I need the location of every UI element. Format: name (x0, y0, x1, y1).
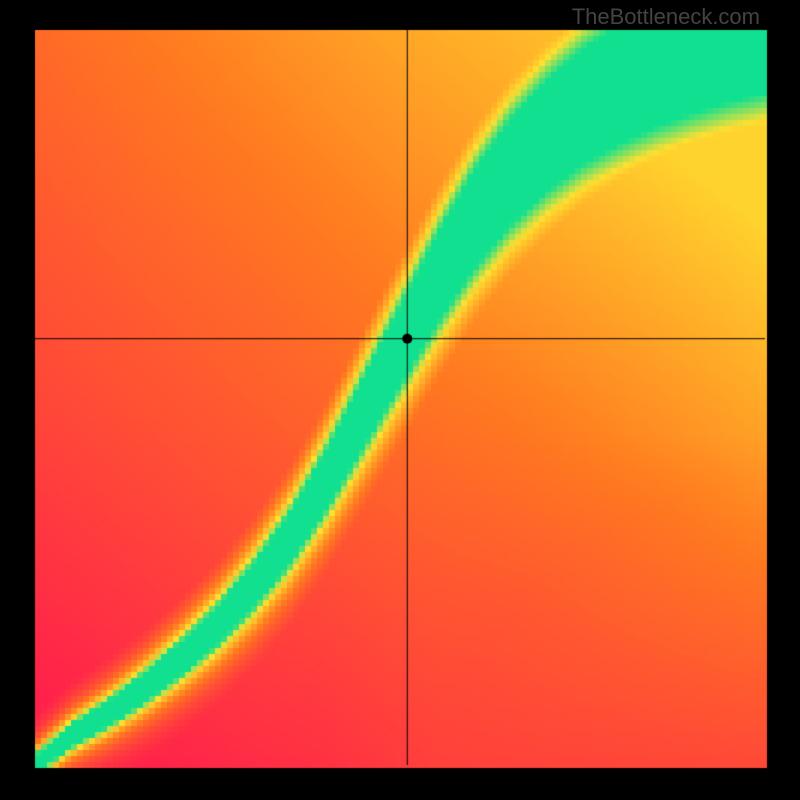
bottleneck-heatmap (0, 0, 800, 800)
chart-container: TheBottleneck.com (0, 0, 800, 800)
watermark-text: TheBottleneck.com (572, 4, 760, 30)
